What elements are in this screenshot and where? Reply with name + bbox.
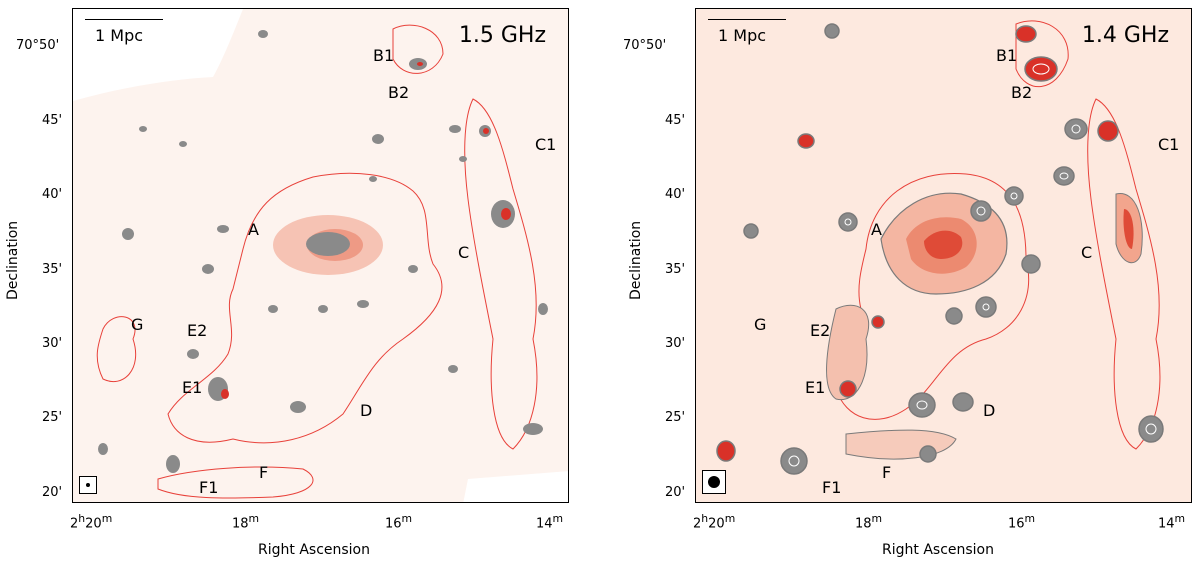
scalebar-line (85, 19, 163, 20)
x-tick-label: 14m (1158, 512, 1186, 532)
label-B1: B1 (996, 46, 1018, 65)
y-tick-label: 70°50' (16, 38, 60, 53)
y-tick-label: 70°50' (623, 38, 667, 53)
label-C1: C1 (535, 135, 557, 154)
x-tick-label: 18m (855, 512, 883, 532)
x-axis-title: Right Ascension (882, 542, 994, 558)
beam-indicator (702, 470, 726, 494)
x-tick-label: 18m (232, 512, 260, 532)
label-G: G (131, 315, 144, 334)
y-tick-label: 40' (42, 187, 63, 202)
radio-map-1p4ghz: 1 Mpc 1.4 GHz B1 B2 C1 A C G E2 E1 D F F… (695, 8, 1192, 503)
x-tick-label: 2h20m (693, 512, 736, 532)
label-C1: C1 (1158, 135, 1180, 154)
label-B2: B2 (1011, 83, 1033, 102)
y-tick-label: 45' (665, 113, 686, 128)
y-tick-label: 35' (42, 262, 63, 277)
label-B2: B2 (388, 83, 410, 102)
label-A: A (871, 220, 882, 239)
label-F: F (259, 463, 269, 482)
y-axis-title: Declination (5, 220, 21, 300)
label-G: G (754, 315, 767, 334)
x-tick-label: 16m (385, 512, 413, 532)
x-tick-label: 16m (1008, 512, 1036, 532)
y-tick-label: 25' (665, 410, 686, 425)
label-B1: B1 (373, 46, 395, 65)
beam-indicator (79, 476, 97, 494)
y-axis-title: Declination (628, 220, 644, 300)
scalebar-label: 1 Mpc (95, 26, 144, 45)
frequency-label: 1.5 GHz (458, 23, 546, 48)
map-1p4ghz-image (716, 20, 1164, 475)
label-A: A (248, 220, 259, 239)
scalebar-line (708, 19, 786, 20)
y-tick-label: 30' (42, 336, 63, 351)
label-F: F (882, 463, 892, 482)
label-D: D (983, 401, 996, 420)
scalebar-label: 1 Mpc (718, 26, 767, 45)
x-tick-label: 14m (536, 512, 564, 532)
y-tick-label: 20' (665, 485, 686, 500)
radio-map-1p5ghz: 1 Mpc 1.5 GHz B1 B2 C1 A C G E2 E1 D F F… (72, 8, 569, 503)
label-D: D (360, 401, 373, 420)
map-1p5ghz-image (73, 9, 568, 502)
y-tick-label: 45' (42, 113, 63, 128)
y-tick-label: 20' (42, 485, 63, 500)
label-F1: F1 (822, 478, 842, 497)
label-E1: E1 (182, 378, 203, 397)
y-tick-label: 35' (665, 262, 686, 277)
y-tick-label: 40' (665, 187, 686, 202)
label-C: C (458, 243, 470, 262)
label-E1: E1 (805, 378, 826, 397)
label-C: C (1081, 243, 1093, 262)
x-tick-label: 2h20m (70, 512, 113, 532)
label-E2: E2 (810, 321, 831, 340)
frequency-label: 1.4 GHz (1081, 23, 1169, 48)
label-E2: E2 (187, 321, 208, 340)
y-tick-label: 30' (665, 336, 686, 351)
y-tick-label: 25' (42, 410, 63, 425)
x-axis-title: Right Ascension (258, 542, 370, 558)
label-F1: F1 (199, 478, 219, 497)
